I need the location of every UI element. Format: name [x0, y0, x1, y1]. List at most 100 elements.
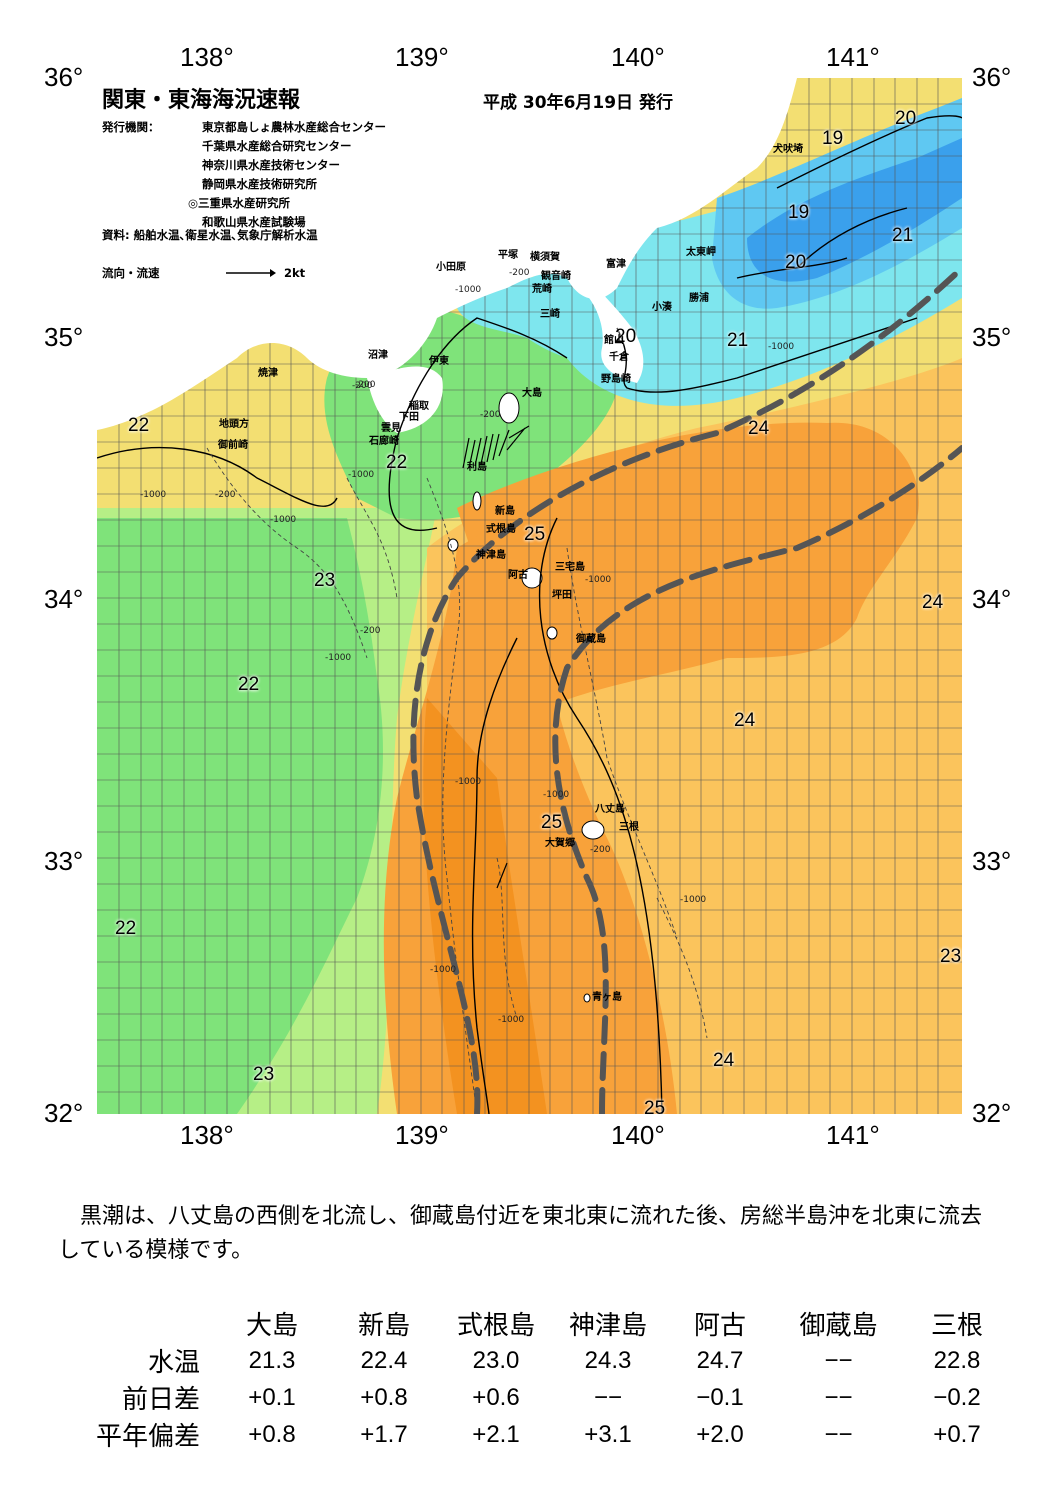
isotherm-label: 21: [892, 225, 914, 246]
table-row: 平年偏差 +0.8 +1.7 +2.1 +3.1 +2.0 −− +0.7: [60, 1416, 1013, 1453]
issuer: 千葉県水産総合研究センター: [202, 139, 352, 153]
depth-label: -1000: [455, 777, 482, 787]
place-label: 伊東: [429, 356, 449, 367]
table-cell: +2.0: [696, 1420, 744, 1448]
depth-label: -1000: [543, 790, 570, 800]
place-label: 雲見: [381, 423, 401, 434]
depth-label: -1000: [348, 470, 375, 480]
row-header: 前日差: [121, 1385, 200, 1415]
place-label: 沼津: [368, 350, 388, 361]
land-boso: [567, 278, 644, 383]
depth-label: -200: [215, 490, 236, 500]
row-header: 水温: [147, 1348, 200, 1378]
depth-label: -200: [360, 626, 381, 636]
issuer: 東京都島しょ農林水産総合センター: [202, 120, 386, 134]
isotherm-label: 24: [713, 1050, 735, 1071]
summary-text: 黒潮は、八丈島の西側を北流し、御蔵島付近を東北東に流れた後、房総半島沖を北東に流…: [58, 1204, 983, 1263]
place-label: 富津: [606, 259, 626, 270]
isotherm-label: 22: [115, 918, 137, 939]
isotherm-label: 25: [541, 812, 563, 833]
island-aogashima: [583, 993, 591, 1003]
map-title: 関東・東海海況速報: [102, 88, 301, 113]
isotherm-label: 22: [386, 452, 408, 473]
island-oshima: [498, 392, 520, 424]
isotherm-label: 23: [940, 946, 962, 967]
zone-25-east: [457, 422, 919, 718]
lon-label-139-bottom: 139°: [395, 1120, 449, 1150]
table-cell: 22.8: [933, 1346, 981, 1374]
table-cell: +1.7: [360, 1420, 408, 1448]
isotherm-label: 24: [922, 592, 944, 613]
isotherm-label: 19: [788, 202, 810, 223]
depth-label: -200: [352, 381, 373, 391]
place-label: 下田: [399, 412, 419, 423]
table-header-row: 大島 新島 式根島 神津島 阿古 御蔵島 三根: [60, 1305, 1013, 1342]
depth-label: -1000: [680, 895, 707, 905]
depth-label: -200: [355, 380, 376, 390]
table-cell: +3.1: [584, 1420, 632, 1448]
depth-label: -1000: [430, 965, 457, 975]
flow-legend-label: 流向・流速: [102, 266, 160, 280]
depth-label: -1000: [455, 285, 482, 295]
issuer: ◎三重県水産研究所: [188, 196, 291, 210]
depth-label: -1000: [768, 342, 795, 352]
place-label: 館山: [604, 335, 624, 346]
issuer: 神奈川県水産技術センター: [202, 158, 340, 172]
depth-label: -1000: [270, 515, 297, 525]
column-header: 新島: [357, 1311, 410, 1341]
isotherm-label: 21: [727, 330, 749, 351]
zone-19: [747, 138, 962, 282]
place-label: 大島: [522, 388, 542, 399]
place-label: 青ヶ島: [592, 992, 622, 1003]
place-label: 焼津: [258, 368, 278, 379]
graticule: [97, 78, 962, 1114]
place-label: 新島: [495, 506, 515, 517]
lat-label-36-left: 36°: [44, 62, 84, 92]
isotherm-label: 25: [644, 1098, 666, 1119]
isotherm-lines: [97, 115, 962, 1114]
land-honshu: [97, 78, 797, 430]
issuer-list: 東京都島しょ農林水産総合センター 千葉県水産総合研究センター 神奈川県水産技術セ…: [188, 118, 386, 232]
row-header: 平年偏差: [95, 1422, 200, 1452]
table-cell: +0.7: [933, 1420, 981, 1448]
table-cell: −−: [824, 1420, 853, 1448]
lon-label-138-top: 138°: [180, 42, 234, 72]
place-label: 横須賀: [530, 252, 560, 263]
isotherm-label: 20: [785, 252, 807, 273]
lat-label-33-left: 33°: [44, 846, 84, 876]
table-cell: 24.7: [696, 1346, 744, 1374]
table-cell: 21.3: [248, 1346, 296, 1374]
issuer: 静岡県水産技術研究所: [202, 177, 317, 191]
table-cell: −−: [593, 1383, 623, 1411]
table-cell: +0.1: [248, 1383, 296, 1411]
place-label: 式根島: [486, 524, 516, 535]
flow-scale-arrow: [226, 269, 276, 277]
table-cell: +0.6: [472, 1383, 520, 1411]
column-header: 神津島: [568, 1311, 647, 1341]
depth-label: -1000: [140, 490, 167, 500]
lon-label-141-top: 141°: [826, 42, 880, 72]
place-label: 御前崎: [218, 440, 248, 451]
depth-label: -1000: [498, 1015, 525, 1025]
table-cell: +0.8: [248, 1420, 296, 1448]
place-label: 三宅島: [555, 562, 585, 573]
place-label: 勝浦: [689, 293, 709, 304]
lon-label-140-top: 140°: [611, 42, 665, 72]
table-cell: 23.0: [472, 1346, 520, 1374]
isotherm-label: 24: [748, 418, 770, 439]
isotherm-label: 20: [895, 108, 917, 129]
place-label: 坪田: [552, 590, 572, 601]
table-cell: −0.1: [696, 1383, 744, 1411]
lat-label-35-right: 35°: [972, 322, 1012, 352]
place-label: 観音崎: [541, 271, 571, 282]
depth-label: -200: [480, 410, 501, 420]
isotherm-label: 24: [734, 710, 756, 731]
depth-label: -200: [590, 845, 611, 855]
lat-label-35-left: 35°: [44, 322, 84, 352]
place-label: 三根: [619, 822, 639, 833]
island-mikurajima: [546, 626, 558, 640]
place-label: 太東岬: [686, 247, 716, 258]
data-source: 資料: 船舶水温､衛星水温､気象庁解析水温: [102, 228, 318, 242]
island-miyakejima: [521, 567, 543, 589]
depth-label: -1000: [585, 575, 612, 585]
